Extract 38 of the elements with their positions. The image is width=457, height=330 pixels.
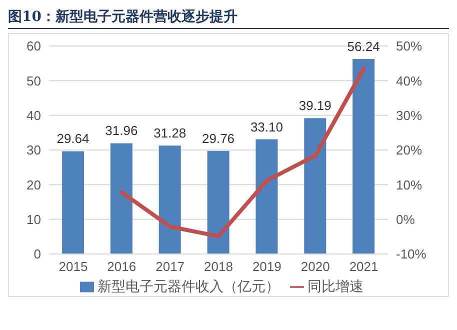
x-tick-label: 2015: [58, 259, 88, 274]
x-tick-label: 2021: [349, 259, 378, 274]
x-tick-label: 2017: [156, 259, 185, 274]
x-tick-label: 2018: [204, 259, 233, 274]
data-label: 56.24: [347, 39, 380, 54]
bar: [304, 118, 326, 254]
bar: [110, 143, 132, 254]
y2-tick-label: 10%: [396, 177, 422, 192]
bar: [62, 151, 84, 254]
data-label: 33.10: [250, 119, 283, 134]
data-label: 29.64: [56, 131, 90, 146]
data-label: 31.96: [105, 123, 138, 138]
y2-tick-label: 20%: [396, 142, 422, 158]
chart-title: 图10：新型电子元器件营收逐步提升: [8, 8, 449, 29]
data-label: 29.76: [202, 130, 235, 146]
bar: [207, 150, 230, 254]
y-tick-label: 40: [26, 108, 41, 123]
y2-tick-label: 40%: [396, 73, 422, 88]
y2-tick-label: 0%: [396, 212, 416, 227]
bar: [256, 139, 278, 254]
legend-label: 新型电子元器件收入（亿元）: [98, 278, 280, 294]
data-label: 31.28: [154, 126, 186, 141]
y-tick-label: 50: [26, 73, 41, 88]
y-tick-label: 0: [34, 246, 41, 262]
data-label: 39.19: [298, 98, 332, 114]
legend-label: 同比增速: [308, 278, 364, 294]
y2-tick-label: 50%: [396, 38, 422, 54]
x-tick-label: 2020: [300, 259, 330, 274]
y-tick-label: 60: [26, 38, 41, 54]
bar: [158, 146, 181, 254]
bar: [352, 59, 375, 254]
y-tick-label: 20: [26, 177, 41, 192]
x-tick-label: 2019: [252, 259, 282, 274]
y2-tick-label: 30%: [396, 108, 422, 123]
y-tick-label: 30: [26, 142, 41, 158]
y-tick-label: 10: [26, 212, 41, 227]
x-tick-label: 2016: [107, 259, 136, 274]
y2-tick-label: -10%: [396, 246, 427, 262]
